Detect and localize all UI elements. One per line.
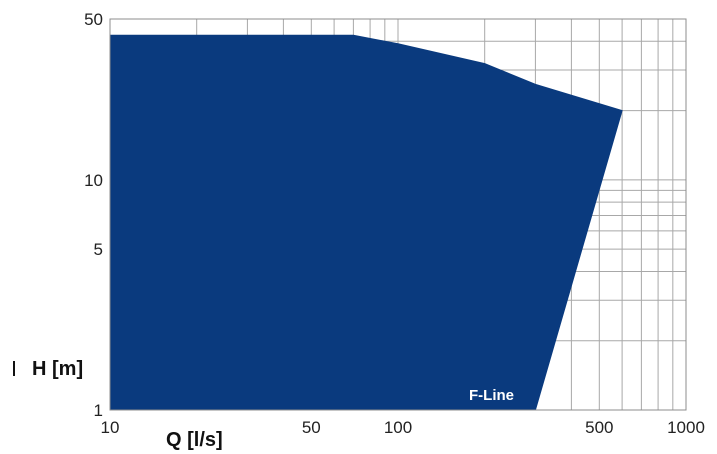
x-tick-labels: 10 50 100 500 1000 [101,418,705,437]
x-tick-label: 50 [302,418,321,437]
y-axis-title-marker [13,361,15,376]
plot-frame [109,18,687,411]
plot-area [109,34,623,411]
x-tick-label: 10 [101,418,120,437]
y-tick-label: 50 [84,10,103,29]
y-tick-label: 5 [94,240,103,259]
x-tick-label: 500 [585,418,613,437]
y-axis-title: H [m] [32,358,83,380]
x-tick-label: 100 [384,418,412,437]
y-tick-labels: 1 5 10 50 [84,10,103,420]
y-tick-label: 1 [94,401,103,420]
x-tick-label: 1000 [667,418,705,437]
area-f-line [109,34,623,411]
series-label-f-line: F-Line [469,387,514,404]
x-axis-title: Q [l/s] [166,429,223,451]
y-tick-label: 10 [84,171,103,190]
